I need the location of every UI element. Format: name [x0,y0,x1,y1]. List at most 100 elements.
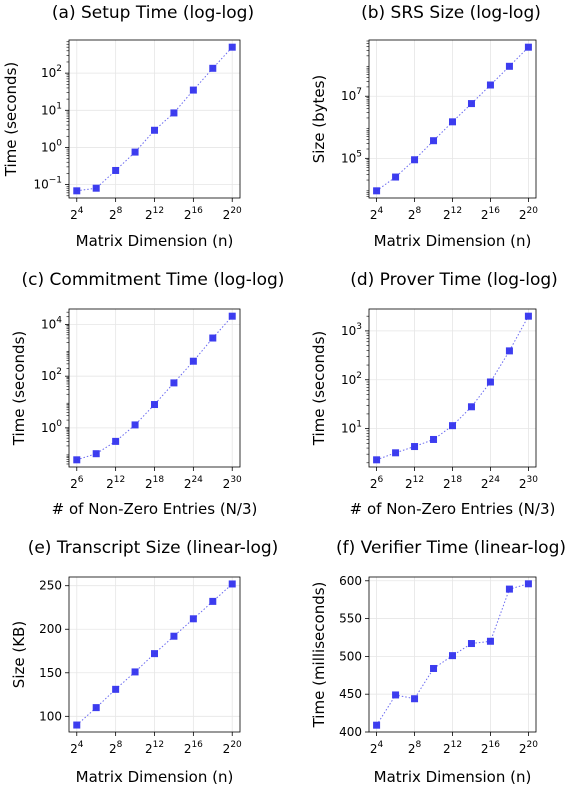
x-tick-label: 28 [109,740,123,756]
y-tick-label: 200 [39,622,62,636]
data-point [131,668,139,676]
x-tick-label: 220 [223,740,242,756]
data-point [112,166,120,174]
x-tick-label: 218 [145,475,164,491]
x-tick-label: 28 [408,206,422,222]
data-point [392,691,400,699]
x-tick-label: 224 [481,475,500,491]
x-tick-label: 212 [443,206,462,222]
data-point [151,650,158,658]
data-point [486,81,494,89]
y-tick-label: 250 [39,579,62,593]
data-point [73,456,81,464]
chart-title: (f) Verifier Time (linear-log) [336,538,566,558]
y-tick-label: 102 [41,367,62,383]
series-line [376,583,529,726]
data-point [486,378,494,386]
data-point [392,449,400,457]
data-point [373,721,381,729]
data-point [209,64,217,72]
chart-panel-c: 26 212 218 224 230 100 102 104 (c) Commitment Ti… [10,270,284,518]
y-tick-label: 550 [339,612,362,626]
data-point [467,100,475,108]
y-tick-label: 600 [339,574,362,588]
y-tick-label: 101 [41,101,62,117]
x-tick-label: 216 [184,206,203,222]
data-point [92,704,100,712]
data-point [411,156,419,164]
y-axis-label: Time (seconds) [2,62,20,178]
data-point [505,62,513,70]
y-axis-label: Time (milliseconds) [310,582,328,729]
data-point [524,312,532,320]
data-point [209,334,217,342]
y-tick-label: 500 [339,649,362,663]
data-point [189,615,197,623]
y-tick-label: 100 [41,419,62,435]
data-point [505,585,513,593]
x-tick-label: 24 [70,206,84,222]
data-point [92,450,100,458]
data-point [170,109,178,117]
x-tick-label: 26 [370,475,384,491]
chart-panel-a: 24 28 212 216 220 10−1 100 101 102 (a) Setup Time… [2,3,254,250]
data-point [449,652,456,660]
y-axis-label: Size (bytes) [310,75,328,164]
series-line [76,315,233,461]
data-point [73,721,81,729]
y-tick-label: 105 [341,149,362,165]
x-tick-label: 26 [70,475,84,491]
data-point [131,148,139,156]
chart-panel-e: 24 28 212 216 220 100 150 200 250 (e) Transcript … [10,538,278,786]
data-point [373,456,381,464]
data-point [189,86,197,94]
data-point [228,580,236,588]
x-tick-label: 212 [145,740,164,756]
data-point [486,637,494,645]
data-point [467,640,475,648]
data-point [151,401,158,409]
data-point [73,187,81,195]
x-tick-label: 220 [519,740,538,756]
x-tick-label: 212 [405,475,424,491]
data-point [392,173,400,181]
data-point [170,632,178,640]
y-tick-label: 100 [41,138,62,154]
data-point [189,357,197,365]
data-point [170,379,178,387]
x-tick-label: 28 [109,206,123,222]
chart-title: (a) Setup Time (log-log) [52,3,254,23]
chart-title: (b) SRS Size (log-log) [361,3,541,23]
y-tick-label: 101 [341,420,362,436]
chart-title: (d) Prover Time (log-log) [350,270,558,290]
x-tick-label: 212 [145,206,164,222]
y-tick-label: 102 [41,64,62,80]
x-axis-label: Matrix Dimension (n) [76,768,234,786]
data-point [131,421,139,429]
data-point [430,664,438,672]
data-point [411,695,419,703]
y-tick-label: 103 [341,322,362,338]
data-point [373,187,381,195]
data-point [467,403,475,411]
y-axis-label: Size (KB) [10,621,28,688]
data-point [228,43,236,51]
x-axis-label: Matrix Dimension (n) [374,232,532,250]
x-tick-label: 216 [184,740,203,756]
x-tick-label: 230 [223,475,242,491]
x-axis-label: # of Non-Zero Entries (N/3) [350,500,556,518]
x-axis-label: # of Non-Zero Entries (N/3) [52,500,258,518]
data-point [151,126,158,134]
y-tick-label: 100 [39,709,62,723]
x-tick-label: 24 [370,740,384,756]
x-tick-label: 220 [519,206,538,222]
data-point [430,137,438,145]
x-tick-label: 220 [223,206,242,222]
x-tick-label: 212 [106,475,125,491]
y-tick-label: 104 [41,316,62,332]
x-tick-label: 230 [519,475,538,491]
data-point [209,597,217,605]
x-axis-label: Matrix Dimension (n) [76,232,234,250]
x-tick-label: 24 [370,206,384,222]
